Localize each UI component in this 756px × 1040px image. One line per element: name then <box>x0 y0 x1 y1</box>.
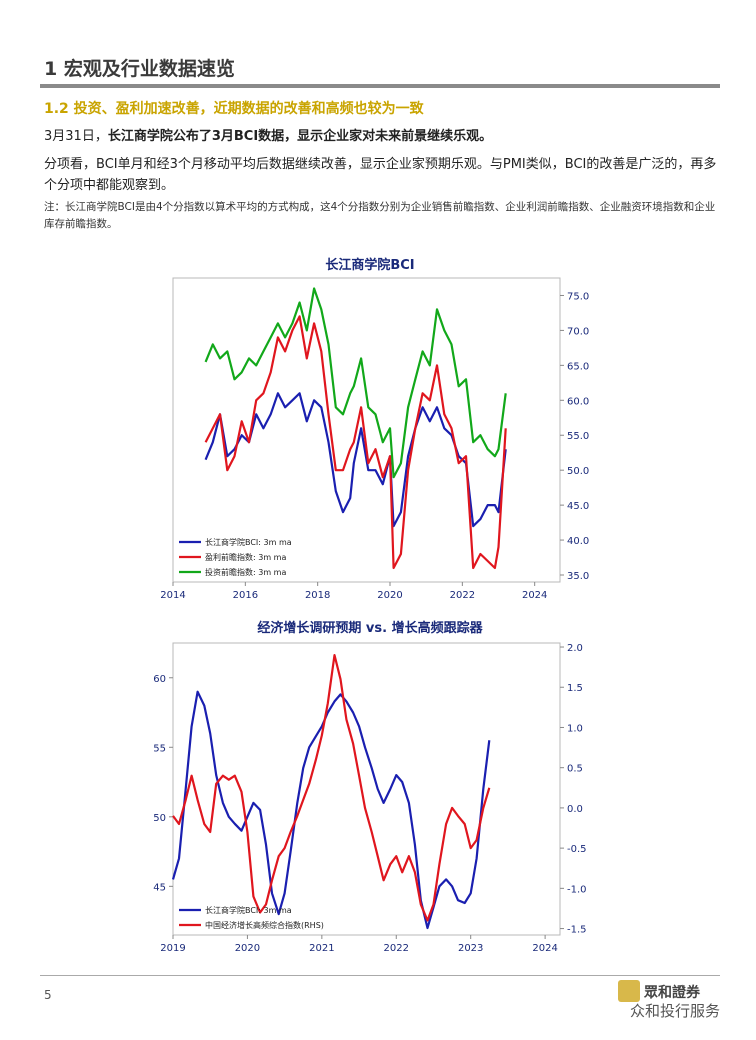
header-divider <box>40 84 720 88</box>
chart2-y-right-tick-label: 1.0 <box>567 723 583 734</box>
chart2-plot-frame <box>172 642 561 936</box>
chart1-x-tick-label: 2020 <box>377 590 402 601</box>
body-paragraph: 分项看，BCI单月和经3个月移动平均后数据继续改善，显示企业家预期乐观。与PMI… <box>44 157 717 193</box>
page-number: 5 <box>44 988 52 1002</box>
chart1-series-line-2 <box>204 287 507 479</box>
chart1-x-tick-label: 2022 <box>450 590 475 601</box>
brand-subtitle: 众和投行服务 <box>630 1002 721 1020</box>
chart1-y-right-tick-label: 70.0 <box>567 326 589 337</box>
chart2-legend-label-1: 中国经济增长高频综合指数(RHS) <box>205 920 324 930</box>
chart2-y-right-tick-label: 1.5 <box>567 683 583 694</box>
chart2-y-left-tick-label: 55 <box>153 743 166 754</box>
chart2-x-tick-label: 2023 <box>458 943 483 954</box>
chart1-title: 长江商学院BCI <box>325 258 415 273</box>
chart1-y-right-tick-label: 35.0 <box>567 571 589 582</box>
chart2-y-left-tick-label: 50 <box>153 813 166 824</box>
chart1-series-line-0 <box>204 392 507 528</box>
chart1-legend-label-0: 长江商学院BCI: 3m ma <box>205 537 292 547</box>
brand-watermark: 眾和證券 众和投行服务 <box>600 978 750 1028</box>
chart2-x-tick-label: 2021 <box>309 943 334 954</box>
chart2-y-left-tick-label: 45 <box>153 882 166 893</box>
chart1-x-tick-label: 2014 <box>160 590 185 601</box>
lead-prefix: 3月31日， <box>44 129 108 144</box>
chart1-x-tick-label: 2018 <box>305 590 330 601</box>
chart2-x-tick-label: 2020 <box>235 943 260 954</box>
lead-bold: 长江商学院公布了3月BCI数据，显示企业家对未来前景继续乐观。 <box>107 129 493 144</box>
chart1-x-tick-label: 2016 <box>233 590 258 601</box>
chart2-series-line-0 <box>171 690 491 930</box>
chart2-y-right-tick-label: -1.5 <box>567 925 587 936</box>
chart1-y-right-tick-label: 75.0 <box>567 291 589 302</box>
chart2-x-tick-label: 2022 <box>384 943 409 954</box>
chart1-y-right-tick-label: 40.0 <box>567 536 589 547</box>
chart2-x-tick-label: 2024 <box>532 943 557 954</box>
chart1-y-right-tick-label: 45.0 <box>567 501 589 512</box>
chart2-series-line-1 <box>172 654 491 922</box>
chart-bci: 2014 2016 2018 2020 2022 2024 35.0 40.0 45.0 50.0… <box>160 277 589 601</box>
chart1-x-tick-label: 2024 <box>522 590 547 601</box>
chart2-y-right-tick-label: -0.5 <box>567 844 587 855</box>
chart1-legend-label-1: 盈利前瞻指数: 3m ma <box>205 552 286 562</box>
chart2-y-left-tick-label: 60 <box>153 674 166 685</box>
chart-growth: 2019 2020 2021 2022 2023 2024 45 50 55 60 -1.5 -1.0… <box>153 642 587 954</box>
chart1-y-right-tick-label: 65.0 <box>567 361 589 372</box>
chart2-y-right-tick-label: 0.5 <box>567 764 583 775</box>
chart2-legend-label-0: 长江商学院BCI: 3m ma <box>205 905 292 915</box>
footnote: 注：长江商学院BCI是由4个分指数以算术平均的方式构成，这4个分指数分别为企业销… <box>44 201 716 230</box>
footer-divider <box>40 975 720 976</box>
chart1-y-right-tick-label: 60.0 <box>567 396 589 407</box>
chart1-y-right-tick-label: 55.0 <box>567 431 589 442</box>
chart2-y-right-tick-label: 2.0 <box>567 643 583 654</box>
chart2-x-tick-label: 2019 <box>160 943 185 954</box>
section-title: 1 宏观及行业数据速览 <box>44 58 235 80</box>
chart1-y-right-tick-label: 50.0 <box>567 466 589 477</box>
lead-paragraph: 3月31日，长江商学院公布了3月BCI数据，显示企业家对未来前景继续乐观。 <box>44 125 492 144</box>
subheading: 1.2 投资、盈利加速改善，近期数据的改善和高频也较为一致 <box>44 101 424 117</box>
chart1-legend-label-2: 投资前瞻指数: 3m ma <box>205 567 286 577</box>
chart1-series-line-1 <box>204 315 507 570</box>
chart2-title: 经济增长调研预期 vs. 增长高频跟踪器 <box>257 621 483 636</box>
chart2-y-right-tick-label: -1.0 <box>567 884 587 895</box>
brand-name: 眾和證券 <box>644 985 700 1001</box>
brand-logo-icon <box>618 980 640 1002</box>
chart1-plot-frame <box>172 277 561 583</box>
chart2-y-right-tick-label: 0.0 <box>567 804 583 815</box>
